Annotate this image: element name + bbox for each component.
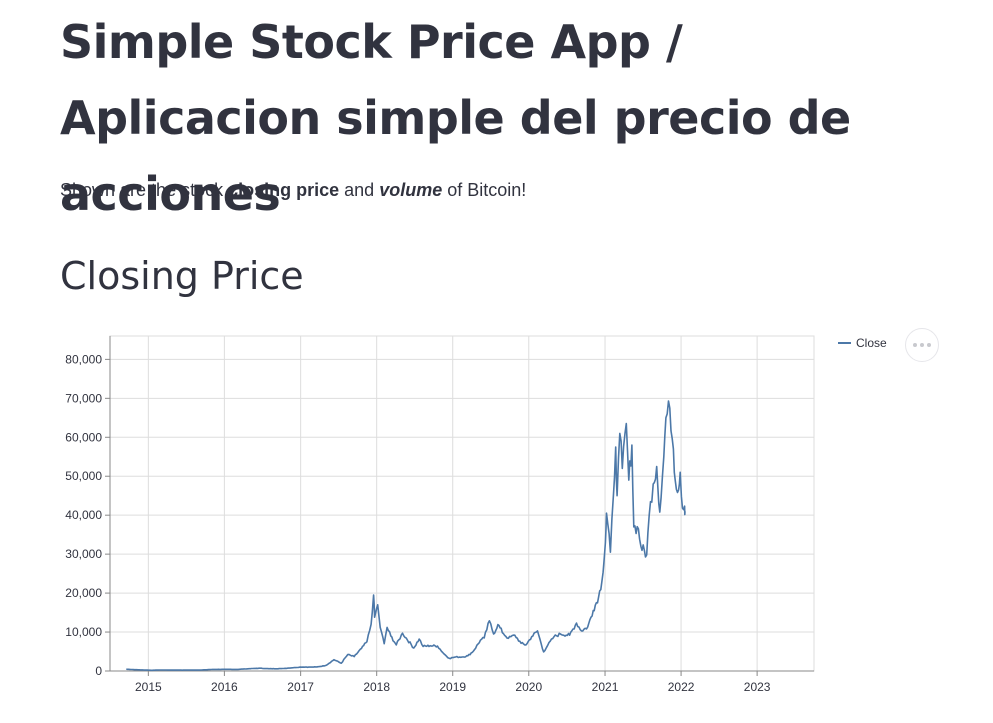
y-tick-label: 60,000 bbox=[65, 430, 102, 444]
description-middle: and bbox=[339, 180, 380, 200]
legend-label-close: Close bbox=[856, 336, 887, 350]
y-tick-label: 0 bbox=[95, 664, 102, 678]
more-dots-icon bbox=[913, 343, 917, 347]
x-tick-label: 2018 bbox=[363, 680, 390, 694]
x-tick-label: 2023 bbox=[744, 680, 771, 694]
y-tick-label: 70,000 bbox=[65, 391, 102, 405]
x-tick-label: 2016 bbox=[211, 680, 238, 694]
x-tick-label: 2017 bbox=[287, 680, 314, 694]
chart-actions-menu-button[interactable] bbox=[905, 328, 939, 362]
x-tick-label: 2022 bbox=[668, 680, 695, 694]
y-tick-label: 80,000 bbox=[65, 352, 102, 366]
y-tick-label: 20,000 bbox=[65, 586, 102, 600]
chart-grid bbox=[110, 336, 814, 672]
y-tick-label: 10,000 bbox=[65, 625, 102, 639]
section-heading: Closing Price bbox=[60, 254, 304, 298]
chart-legend[interactable]: Close bbox=[838, 336, 887, 350]
page-title: Simple Stock Price App / Aplicacion simp… bbox=[60, 15, 851, 221]
chart-axes: 2015 2016 2017 2018 2019 2020 2021 2022 2023 0 10,… bbox=[65, 336, 814, 694]
x-tick-label: 2019 bbox=[439, 680, 466, 694]
y-tick-label: 40,000 bbox=[65, 508, 102, 522]
description-bold-italic-text: volume bbox=[379, 180, 443, 200]
description-suffix: of Bitcoin! bbox=[442, 180, 527, 200]
x-tick-label: 2015 bbox=[135, 680, 162, 694]
description-bold-text: closing price bbox=[228, 180, 340, 200]
y-tick-label: 30,000 bbox=[65, 547, 102, 561]
x-tick-label: 2020 bbox=[515, 680, 542, 694]
x-tick-label: 2021 bbox=[592, 680, 619, 694]
series-line-close bbox=[126, 400, 686, 672]
more-dots-icon bbox=[927, 343, 931, 347]
plot-frame bbox=[109, 335, 815, 672]
description-prefix: Shown are the stock bbox=[60, 180, 229, 200]
y-tick-label: 50,000 bbox=[65, 469, 102, 483]
page-description: Shown are the stock closing price and vo… bbox=[60, 178, 526, 202]
more-dots-icon bbox=[920, 343, 924, 347]
